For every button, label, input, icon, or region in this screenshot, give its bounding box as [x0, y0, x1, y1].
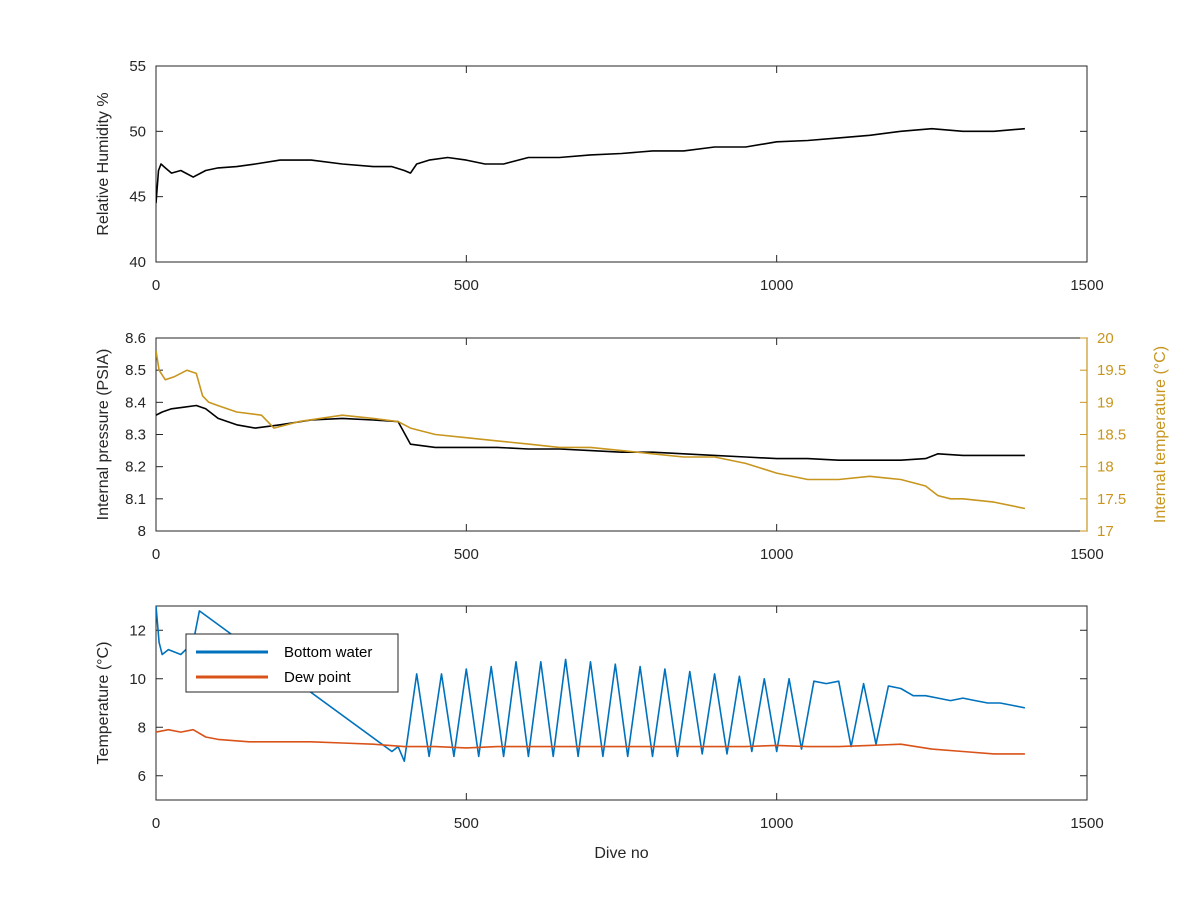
x-tick-label: 1000: [760, 546, 793, 563]
subplot-2-series-1-line: [156, 404, 1025, 462]
y2-tick-label: 19: [1097, 394, 1114, 411]
y2-tick-label: 18: [1097, 459, 1114, 476]
y-axis-label: Relative Humidity %: [95, 92, 112, 235]
axes-box: [155, 337, 1088, 532]
x-tick-label: 500: [454, 546, 479, 563]
x-tick-label: 500: [454, 815, 479, 832]
subplot-2-series-2-line: [156, 350, 1026, 510]
legend-box: [185, 633, 399, 693]
legend-label: Bottom water: [284, 644, 372, 661]
y-tick-label: 10: [129, 671, 146, 688]
y2-axis-label: Internal temperature (°C): [1152, 346, 1169, 523]
x-tick-label: 1500: [1070, 815, 1103, 832]
x-tick-label: 1500: [1070, 277, 1103, 294]
x-tick-label: 0: [152, 546, 160, 563]
y-tick-label: 8.4: [125, 394, 146, 411]
y-tick-label: 8: [138, 719, 146, 736]
y2-tick-label: 17.5: [1097, 491, 1126, 508]
y-tick-label: 8.1: [125, 491, 146, 508]
x-axis-label: Dive no: [594, 845, 648, 862]
axes-box: [155, 65, 1088, 263]
y-tick-label: 55: [129, 58, 146, 75]
y2-tick-label: 17: [1097, 523, 1114, 540]
y-tick-label: 40: [129, 254, 146, 271]
y-tick-label: 8.2: [125, 459, 146, 476]
legend-label: Dew point: [284, 669, 352, 686]
subplot-2: 0 500 1000 1500 8 8.1 8.2 8.3 8.4 8.5 8.6 17 17.5 18 1…: [95, 330, 1169, 563]
legend: Bottom water Dew point: [185, 633, 399, 693]
y-tick-label: 8.6: [125, 330, 146, 347]
x-tick-label: 1000: [760, 277, 793, 294]
x-tick-label: 500: [454, 277, 479, 294]
y2-tick-label: 19.5: [1097, 362, 1126, 379]
y-tick-label: 12: [129, 622, 146, 639]
subplot-1-series-1-line: [156, 127, 1025, 204]
bottom-water-line: [156, 606, 1026, 763]
y-tick-label: 6: [138, 768, 146, 785]
x-tick-label: 1500: [1070, 546, 1103, 563]
y-tick-label: 8.5: [125, 362, 146, 379]
x-tick-label: 0: [152, 815, 160, 832]
y-axis-label: Internal pressure (PSIA): [95, 349, 112, 521]
y2-tick-label: 18.5: [1097, 427, 1126, 444]
y-tick-label: 8.3: [125, 427, 146, 444]
subplot-1: 0 500 1000 1500 40 45 50 55 Relative Humidity %: [95, 58, 1104, 294]
y2-tick-label: 20: [1097, 330, 1114, 347]
dew-point-line: [156, 728, 1025, 755]
axes-box: [155, 605, 1088, 801]
y-tick-label: 45: [129, 189, 146, 206]
y-axis-label: Temperature (°C): [95, 642, 112, 765]
y-tick-label: 50: [129, 123, 146, 140]
y-tick-label: 8: [138, 523, 146, 540]
x-tick-label: 0: [152, 277, 160, 294]
subplot-3: 0 500 1000 1500 6 8 10 12 Temperature (°C) Dive n…: [95, 605, 1104, 862]
x-tick-label: 1000: [760, 815, 793, 832]
